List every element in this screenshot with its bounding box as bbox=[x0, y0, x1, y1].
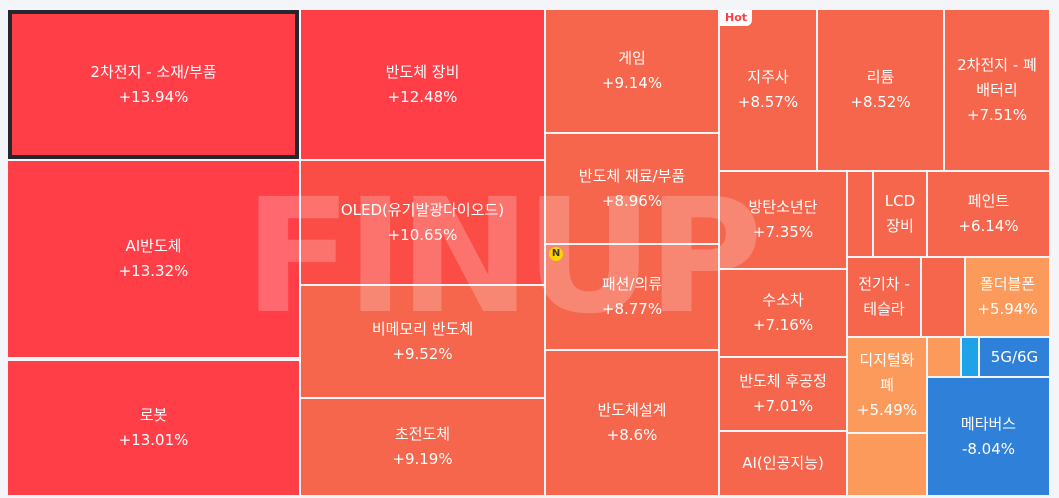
tile-foldable-phone[interactable]: 폴더블폰 +5.94% bbox=[966, 258, 1049, 336]
tile-game[interactable]: 게임 +9.14% bbox=[546, 10, 718, 132]
tile-name: AI반도체 bbox=[125, 237, 182, 255]
tile-name: 로봇 bbox=[139, 406, 168, 424]
tile-name: 게임 bbox=[618, 49, 646, 67]
tile-5g-6g[interactable]: 5G/6G bbox=[980, 338, 1049, 376]
tile-lithium[interactable]: 리튬 +8.52% bbox=[818, 10, 943, 170]
tile-name: LCD 장비 bbox=[884, 192, 916, 235]
tile-hydrogen-car[interactable]: 수소차 +7.16% bbox=[720, 270, 846, 356]
tile-robot[interactable]: 로봇 +13.01% bbox=[8, 361, 299, 495]
tile-change: +9.19% bbox=[392, 450, 453, 468]
tile-fashion-apparel[interactable]: 패션/의류 +8.77% bbox=[546, 245, 718, 349]
tile-name: 수소차 bbox=[762, 291, 804, 309]
tile-change: +8.57% bbox=[737, 93, 799, 111]
tile-unlabeled-tiny-blue[interactable] bbox=[962, 338, 978, 376]
tile-ev-tesla[interactable]: 전기차 - 테슬라 bbox=[848, 258, 920, 336]
tile-holding-company[interactable]: 지주사 +8.57% bbox=[720, 10, 816, 170]
tile-name: 지주사 bbox=[747, 68, 789, 86]
tile-change: +7.16% bbox=[752, 316, 814, 334]
tile-change: +7.35% bbox=[752, 223, 814, 241]
tile-name: 방탄소년단 bbox=[748, 198, 818, 216]
tile-waste-battery[interactable]: 2차전지 - 폐 배터리 +7.51% bbox=[945, 10, 1049, 170]
hot-badge: Hot bbox=[720, 10, 753, 26]
tile-change: +8.6% bbox=[606, 426, 658, 444]
tile-non-memory-semiconductor[interactable]: 비메모리 반도체 +9.52% bbox=[301, 286, 544, 397]
tile-name: 반도체 재료/부품 bbox=[578, 166, 686, 185]
tile-change: -8.04% bbox=[961, 439, 1016, 458]
tile-paint[interactable]: 페인트 +6.14% bbox=[928, 172, 1049, 256]
tile-name: AI(인공지능) bbox=[742, 454, 824, 472]
tile-name: 반도체 후공정 bbox=[739, 372, 827, 390]
tile-name: 반도체설계 bbox=[597, 401, 667, 419]
tile-name: 5G/6G bbox=[990, 347, 1039, 366]
tile-unlabeled-peach-bottom[interactable] bbox=[848, 434, 926, 495]
tile-secondary-battery-materials[interactable]: 2차전지 - 소재/부품 +13.94% bbox=[8, 10, 299, 159]
tile-oled[interactable]: OLED(유기발광다이오드) +10.65% bbox=[301, 161, 544, 284]
tile-change: +5.94% bbox=[977, 300, 1038, 318]
tile-change: +13.01% bbox=[118, 431, 189, 449]
tile-digital-currency[interactable]: 디지털화 폐 +5.49% bbox=[848, 338, 926, 432]
tile-change: +12.48% bbox=[387, 87, 458, 106]
tile-change: +8.52% bbox=[850, 93, 911, 111]
tile-change: +6.14% bbox=[958, 217, 1019, 235]
tile-semiconductor-design[interactable]: 반도체설계 +8.6% bbox=[546, 351, 718, 495]
tile-name: 패션/의류 bbox=[601, 275, 663, 293]
tile-change: +8.77% bbox=[601, 300, 663, 318]
tile-ai[interactable]: AI(인공지능) bbox=[720, 432, 846, 495]
tile-name: 디지털화 폐 bbox=[859, 350, 915, 394]
tile-name: 리튬 bbox=[866, 68, 895, 86]
tile-unlabeled-tiny-peach[interactable] bbox=[928, 338, 960, 376]
tile-name: 폴더블폰 bbox=[979, 275, 1036, 293]
tile-unlabeled-small[interactable] bbox=[848, 172, 872, 256]
tile-bts[interactable]: 방탄소년단 +7.35% bbox=[720, 172, 846, 268]
tile-name: 반도체 장비 bbox=[385, 62, 460, 81]
tile-ai-semiconductor[interactable]: AI반도체 +13.32% bbox=[8, 161, 299, 357]
tile-name: 비메모리 반도체 bbox=[371, 319, 474, 338]
tile-change: +9.14% bbox=[601, 74, 663, 92]
new-badge: N bbox=[549, 247, 563, 261]
tile-change: +7.01% bbox=[752, 397, 814, 415]
tile-change: +9.52% bbox=[392, 344, 453, 363]
tile-semiconductor-equipment[interactable]: 반도체 장비 +12.48% bbox=[301, 10, 544, 159]
tile-name: OLED(유기발광다이오드) bbox=[340, 200, 505, 219]
tile-name: 2차전지 - 소재/부품 bbox=[90, 62, 217, 81]
tile-unlabeled-mid[interactable] bbox=[922, 258, 964, 336]
tile-semiconductor-packaging[interactable]: 반도체 후공정 +7.01% bbox=[720, 358, 846, 430]
tile-change: +10.65% bbox=[387, 225, 458, 244]
tile-lcd-equipment[interactable]: LCD 장비 bbox=[874, 172, 926, 256]
tile-name: 페인트 bbox=[967, 192, 1010, 210]
tile-semiconductor-materials[interactable]: 반도체 재료/부품 +8.96% bbox=[546, 134, 718, 243]
tile-name: 초전도체 bbox=[394, 425, 451, 443]
tile-change: +7.51% bbox=[966, 105, 1028, 124]
tile-change: +5.49% bbox=[856, 400, 918, 419]
tile-metaverse[interactable]: 메타버스 -8.04% bbox=[928, 378, 1049, 495]
tile-change: +13.94% bbox=[118, 87, 189, 106]
tile-change: +8.96% bbox=[601, 191, 663, 210]
tile-superconductor[interactable]: 초전도체 +9.19% bbox=[301, 399, 544, 495]
tile-change: +13.32% bbox=[118, 262, 189, 280]
tile-name: 전기차 - 테슬라 bbox=[858, 275, 910, 318]
tile-name: 메타버스 bbox=[960, 414, 1017, 433]
tile-name: 2차전지 - 폐 배터리 bbox=[957, 55, 1037, 99]
